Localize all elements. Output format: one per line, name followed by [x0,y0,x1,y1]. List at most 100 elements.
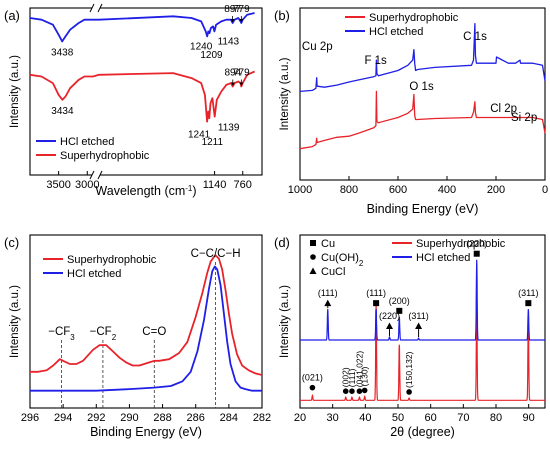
peak-annotation: 894 [224,67,241,78]
x-tick-label: 60 [425,412,437,424]
marker-legend-subscript: 2 [359,259,364,268]
peak-annotation: 3434 [51,106,74,117]
triangle-marker [309,267,317,274]
x-axis-label: 2θ (degree) [390,425,455,439]
x-axis-label-main: Wavelength (cm [95,184,185,198]
series-line-hcl-etched [30,265,262,392]
peak-annotation: 779 [233,67,250,78]
series-line-superhydrophobic [300,304,545,401]
marker-legend-label: Cu [321,238,335,250]
x-axis-label-end: ) [192,184,196,198]
x-axis-label: Binding Energy (eV) [90,425,202,439]
legend-label: HCl etched [369,26,423,38]
y-axis-label: Intensity (a.u.) [279,57,291,130]
x-tick-label: 200 [487,184,505,196]
panel-a: (a) Intensity (a.u.) 3500 3000 1140 760 3438 12… [4,3,263,199]
peak-label: (041,022) [354,351,364,388]
axis-break-top [92,5,100,11]
x-tick-label: 600 [389,184,407,196]
axis-break-mark [89,3,95,13]
marker-legend-label: CuCl [321,266,345,278]
circle-marker [309,384,316,391]
legend-label: HCl etched [416,252,470,264]
peak-label: (200) [389,296,410,306]
peak-annotation: 1143 [218,36,240,47]
y-axis-label: Intensity (a.u.) [279,285,291,358]
x-tick-label: 50 [392,412,404,424]
x-tick-label: 0 [542,184,548,196]
peak-annotation: 779 [233,4,250,15]
panel-label: (c) [4,235,19,250]
annotation-text: −CF [48,326,70,338]
annotation-text: C−C/C−H [191,248,241,260]
arrow-head [239,19,244,23]
axis-break-mark [97,170,103,180]
series-line-hcl-etched [300,259,545,341]
x-tick-label: 296 [21,412,39,424]
peak-annotation: C=O [142,326,166,338]
peak-label: (111) [347,368,357,387]
legend-label: Superhydrophobic [369,12,459,24]
peak-label: (021) [302,373,323,383]
circle-marker [356,388,363,394]
peak-label: (150,132) [404,351,414,388]
plot-frame [29,7,263,176]
peak-annotation: 1139 [218,123,240,134]
element-annotation: Cu 2p [302,41,333,53]
x-tick-label: 290 [120,412,138,424]
peak-annotation: 1240 [190,41,213,52]
peak-label: (111) [366,288,386,298]
circle-marker [406,389,412,395]
square-marker [473,250,480,257]
arrow-head [230,82,235,86]
peak-annotation: C−C/C−H [191,248,241,260]
x-tick-label: 1000 [288,184,312,196]
axis-break-bottom [92,172,100,178]
x-tick-label: 3500 [46,179,70,191]
axis-break-mark [89,170,95,180]
panel-d: (d) Intensity (a.u.) 20 30 40 50 60 70 80 90 (111)… [274,234,546,439]
y-axis-label: Intensity (a.u.) [9,55,21,128]
peak-annotation: −CF3 [48,326,75,342]
peak-label: (220) [379,311,400,321]
peak-annotation: 897 [224,4,241,15]
panel-label: (a) [4,8,20,23]
element-annotation: F 1s [364,55,387,67]
axis-break-mark [97,3,103,13]
peak-label: (220) [466,239,487,249]
peak-annotation: 1211 [202,137,224,148]
x-tick-label: 1140 [203,179,227,191]
y-axis-label: Intensity (a.u.) [9,285,21,358]
x-tick-label: 800 [340,184,358,196]
peak-label: (311) [408,311,428,321]
annotation-subscript: 2 [112,333,117,342]
element-annotation: Cl 2p [490,103,517,115]
circle-marker [349,388,355,394]
x-axis-label: Wavelength (cm-1) [95,184,196,199]
x-axis-label-sup: -1 [185,184,193,193]
annotation-text: −CF [90,326,112,338]
square-marker [525,300,532,307]
panel-label: (d) [274,235,290,250]
panel-b: (b) Intensity (a.u.) 1000 800 600 400 200 0 Bind… [274,7,548,216]
x-axis-label: Binding Energy (eV) [367,202,479,216]
square-marker [396,307,403,314]
peak-annotation: 3438 [51,47,74,58]
series-line-hcl-etched [29,12,255,43]
plot-frame [299,234,546,409]
panel-label: (b) [274,8,290,23]
legend-label: HCl etched [67,268,121,280]
annotation-subscript: 3 [70,333,75,342]
peak-annotation: −CF2 [90,326,117,342]
x-tick-label: 400 [438,184,456,196]
marker-legend-label: Cu(OH)2 [321,252,364,268]
x-tick-label: 760 [234,179,252,191]
marker-legend-text: Cu [321,238,335,250]
x-tick-label: 282 [253,412,271,424]
x-tick-label: 80 [490,412,502,424]
x-tick-label: 286 [187,412,205,424]
x-tick-label: 294 [54,412,72,424]
triangle-marker [324,299,332,307]
x-tick-label: 20 [294,412,306,424]
